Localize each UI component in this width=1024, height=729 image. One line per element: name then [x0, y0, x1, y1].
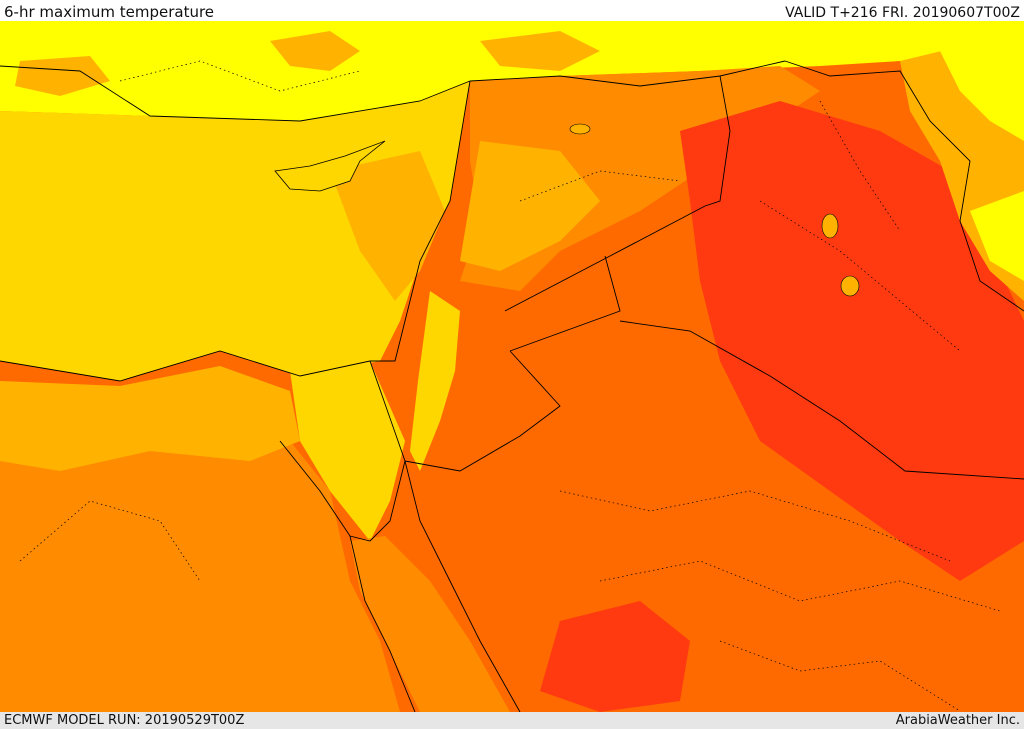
border-egypt-israel [369, 360, 406, 462]
zone-northeast-yellow [930, 21, 1024, 281]
coast-sinai-gulf [279, 440, 406, 542]
valid-time: VALID T+216 FRI. 20190607T00Z [785, 5, 1020, 21]
zone-sinai [290, 361, 405, 541]
country-borders [0, 60, 1024, 712]
border-syria-iraq [504, 75, 731, 312]
red-sea [350, 536, 510, 712]
zone-north-yellow [0, 21, 1024, 121]
title-bar: 6-hr maximum temperature VALID T+216 FRI… [0, 0, 1024, 21]
border-jordan-saudi [404, 350, 561, 472]
border-iran-iraq [784, 60, 1024, 312]
province-lines [19, 60, 1001, 712]
coast-egypt [0, 350, 371, 382]
zone-egypt-warm [0, 391, 400, 712]
zone-hot-patch-1 [540, 601, 690, 712]
coast-turkey [0, 65, 471, 122]
coast-red-sea-west [349, 535, 416, 712]
levantine-basin [330, 151, 445, 301]
zone-warm-light [460, 141, 600, 271]
credit-text: ArabiaWeather Inc. [895, 713, 1020, 728]
lake-habbaniyah [840, 275, 860, 297]
border-turkey-syria [469, 60, 786, 87]
footer-bar: ECMWF MODEL RUN: 20190529T00Z ArabiaWeat… [0, 712, 1024, 729]
model-run: ECMWF MODEL RUN: 20190529T00Z [4, 713, 245, 728]
border-jordan-iraq [509, 255, 621, 352]
map-title: 6-hr maximum temperature [4, 3, 215, 21]
temperature-map[interactable] [0, 21, 1024, 712]
border-saudi-iraq [619, 320, 1024, 480]
coast-red-sea-east [404, 460, 521, 712]
map-canvas [0, 21, 1024, 712]
zone-hot-core [680, 101, 1024, 581]
zone-egypt-light [0, 366, 300, 471]
lake-tharthar [821, 213, 839, 239]
jordan-rift [410, 291, 460, 471]
lake-assad [569, 123, 591, 135]
coast-levant [370, 80, 471, 362]
cyprus-island [274, 140, 386, 192]
zone-north-orange [15, 31, 600, 96]
